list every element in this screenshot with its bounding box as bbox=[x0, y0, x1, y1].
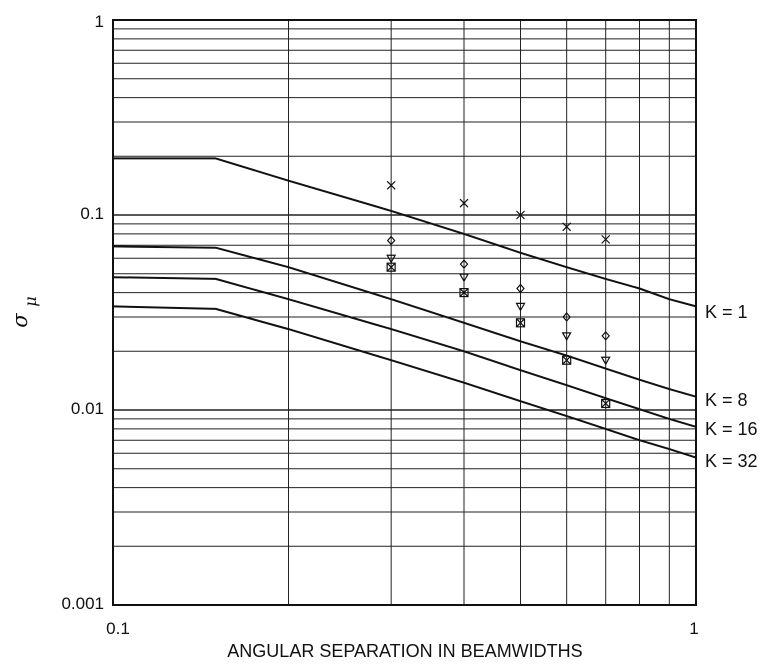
marker-triangle-down bbox=[386, 254, 397, 264]
marker-boxed-x bbox=[562, 355, 572, 365]
y-tick-0.1: 0.1 bbox=[80, 204, 104, 223]
plot-frame bbox=[112, 19, 697, 606]
curve-k8 bbox=[112, 245, 697, 398]
grid-lines bbox=[113, 20, 696, 605]
y-axis-symbol: σ bbox=[8, 313, 32, 328]
y-tick-0.01: 0.01 bbox=[71, 399, 104, 418]
marker-boxed-x bbox=[515, 318, 526, 328]
y-axis-subscript: μ bbox=[21, 296, 40, 306]
marker-diamond bbox=[386, 235, 396, 246]
y-axis-title: σ μ bbox=[8, 296, 40, 327]
marker-diamond bbox=[516, 283, 525, 294]
marker-diamond bbox=[459, 259, 469, 270]
svg-text:σ μ: σ μ bbox=[8, 296, 40, 327]
marker-boxed-x bbox=[601, 398, 611, 409]
curve-label-k8: K = 8 bbox=[705, 390, 748, 410]
marker-x bbox=[459, 198, 469, 208]
data-markers bbox=[386, 180, 611, 409]
marker-x bbox=[516, 210, 525, 220]
marker-boxed-x bbox=[459, 287, 469, 298]
marker-triangle-down bbox=[515, 302, 526, 312]
marker-boxed-x bbox=[386, 262, 396, 272]
curve-k1 bbox=[113, 157, 697, 308]
curve-label-k16: K = 16 bbox=[705, 419, 758, 439]
marker-triangle-down bbox=[561, 332, 572, 342]
marker-x bbox=[386, 180, 396, 190]
y-tick-0.001: 0.001 bbox=[61, 594, 104, 613]
curves bbox=[112, 157, 697, 459]
curve-k32 bbox=[112, 305, 697, 459]
curve-label-k32: K = 32 bbox=[705, 451, 758, 471]
y-tick-1: 1 bbox=[95, 12, 104, 31]
curve-label-k1: K = 1 bbox=[705, 302, 748, 322]
x-tick-1: 1 bbox=[689, 619, 698, 638]
marker-diamond bbox=[562, 312, 571, 322]
x-axis-title: ANGULAR SEPARATION IN BEAMWIDTHS bbox=[227, 641, 582, 661]
marker-diamond bbox=[601, 330, 610, 341]
marker-x bbox=[601, 234, 611, 244]
x-tick-0.1: 0.1 bbox=[106, 619, 130, 638]
marker-triangle-down bbox=[458, 273, 470, 283]
curve-k16 bbox=[112, 276, 697, 428]
marker-x bbox=[562, 222, 572, 232]
marker-triangle-down bbox=[600, 356, 611, 366]
